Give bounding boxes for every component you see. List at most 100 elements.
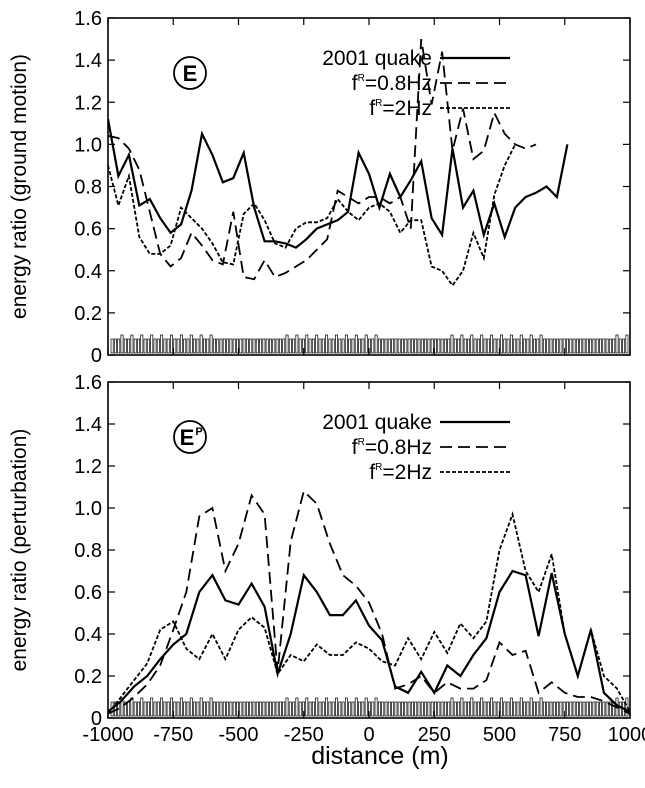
station-mark [420,701,424,717]
station-mark [226,338,230,354]
legend-label: fR=2Hz [369,97,432,120]
station-mark [605,338,609,354]
station-mark [209,334,213,354]
station-mark [549,701,553,717]
station-mark [252,701,256,717]
station-mark [252,338,256,354]
station-mark [127,338,131,354]
y-tick-label: 0 [91,708,102,730]
x-tick-label: -750 [153,724,193,746]
station-mark [556,701,560,717]
y-tick-label: 0.6 [74,582,102,604]
station-mark [255,701,259,717]
station-mark [354,334,358,354]
station-mark [183,701,187,717]
station-mark [486,338,490,354]
station-mark [146,338,150,354]
series-line-3 [108,511,630,715]
station-mark [427,338,431,354]
station-mark [186,338,190,354]
station-mark [219,701,223,717]
station-mark [470,697,474,717]
y-axis-label: energy ratio (ground motion) [8,54,31,319]
station-mark [344,334,348,354]
station-mark [239,338,243,354]
station-mark [150,334,154,354]
station-mark [539,334,543,354]
legend-symbol-f: f [352,72,358,95]
station-mark [183,338,187,354]
station-mark [407,338,411,354]
station-mark [463,338,467,354]
x-tick-label: 500 [483,724,516,746]
station-mark [265,701,269,717]
station-mark [523,701,527,717]
station-mark [120,334,124,354]
station-mark [170,334,173,354]
station-mark [140,334,144,354]
x-tick-label: 0 [363,724,374,746]
station-mark [196,338,200,354]
station-mark [414,701,418,717]
station-mark [430,701,434,717]
station-mark [173,701,177,717]
station-mark [308,338,312,354]
station-mark [473,701,477,717]
station-mark [315,334,319,354]
station-mark [453,338,457,354]
station-mark [440,338,444,354]
station-mark [249,338,253,354]
station-mark [163,701,167,717]
station-mark [622,701,626,717]
station-mark [579,701,583,717]
station-mark [371,701,375,717]
station-mark [239,701,243,717]
station-mark [410,701,414,717]
station-mark [358,338,362,354]
y-tick-label: 0.4 [74,261,102,283]
x-tick-label: 1000 [608,724,645,746]
station-mark [552,701,556,717]
legend-value: =2Hz [382,461,432,484]
station-mark [500,334,503,354]
station-mark [509,697,513,717]
station-mark [229,701,233,717]
station-mark [615,334,619,354]
station-mark [179,697,183,717]
station-mark [566,338,569,354]
station-mark [212,338,216,354]
station-mark [569,338,573,354]
station-mark [483,701,487,717]
station-mark [516,338,520,354]
station-mark [133,338,137,354]
legend-symbol-f: f [352,436,358,459]
station-mark [592,338,596,354]
station-mark [443,701,447,717]
series-line-1 [108,569,630,713]
station-mark [212,701,216,717]
legend-label: fR=0.8Hz [352,72,432,95]
station-mark [113,701,117,717]
station-mark [156,701,160,717]
station-mark [278,701,282,717]
station-mark [480,334,484,354]
station-mark [595,701,599,717]
station-mark [348,701,352,717]
y-tick-label: 1.6 [74,372,102,394]
station-mark [117,701,121,717]
station-mark [295,334,299,354]
station-mark [222,338,226,354]
station-mark [341,701,345,717]
station-mark [176,338,180,354]
station-mark [384,701,388,717]
station-mark [592,701,596,717]
station-mark [318,701,322,717]
station-mark [137,338,140,354]
station-mark [480,697,484,717]
station-mark [533,701,536,717]
series-group [108,38,569,288]
station-mark [285,334,289,354]
y-tick-label: 0.8 [74,177,102,199]
station-mark [549,338,553,354]
